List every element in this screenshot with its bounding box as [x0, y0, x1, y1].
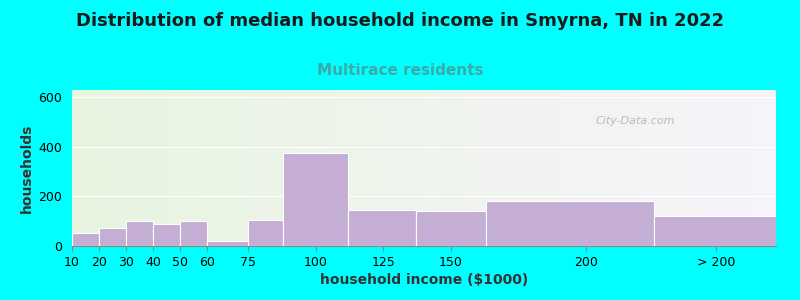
- Bar: [154, 224, 180, 246]
- Bar: [248, 220, 283, 246]
- Text: Multirace residents: Multirace residents: [317, 63, 483, 78]
- Text: City-Data.com: City-Data.com: [595, 116, 675, 126]
- Bar: [348, 210, 416, 246]
- Bar: [654, 216, 776, 246]
- Bar: [207, 241, 248, 246]
- X-axis label: household income ($1000): household income ($1000): [320, 273, 528, 287]
- Bar: [99, 228, 126, 246]
- Bar: [283, 153, 348, 246]
- Bar: [72, 233, 99, 246]
- Y-axis label: households: households: [20, 123, 34, 213]
- Bar: [180, 221, 207, 246]
- Bar: [416, 211, 486, 246]
- Bar: [126, 221, 154, 246]
- Bar: [486, 201, 654, 246]
- Text: Distribution of median household income in Smyrna, TN in 2022: Distribution of median household income …: [76, 12, 724, 30]
